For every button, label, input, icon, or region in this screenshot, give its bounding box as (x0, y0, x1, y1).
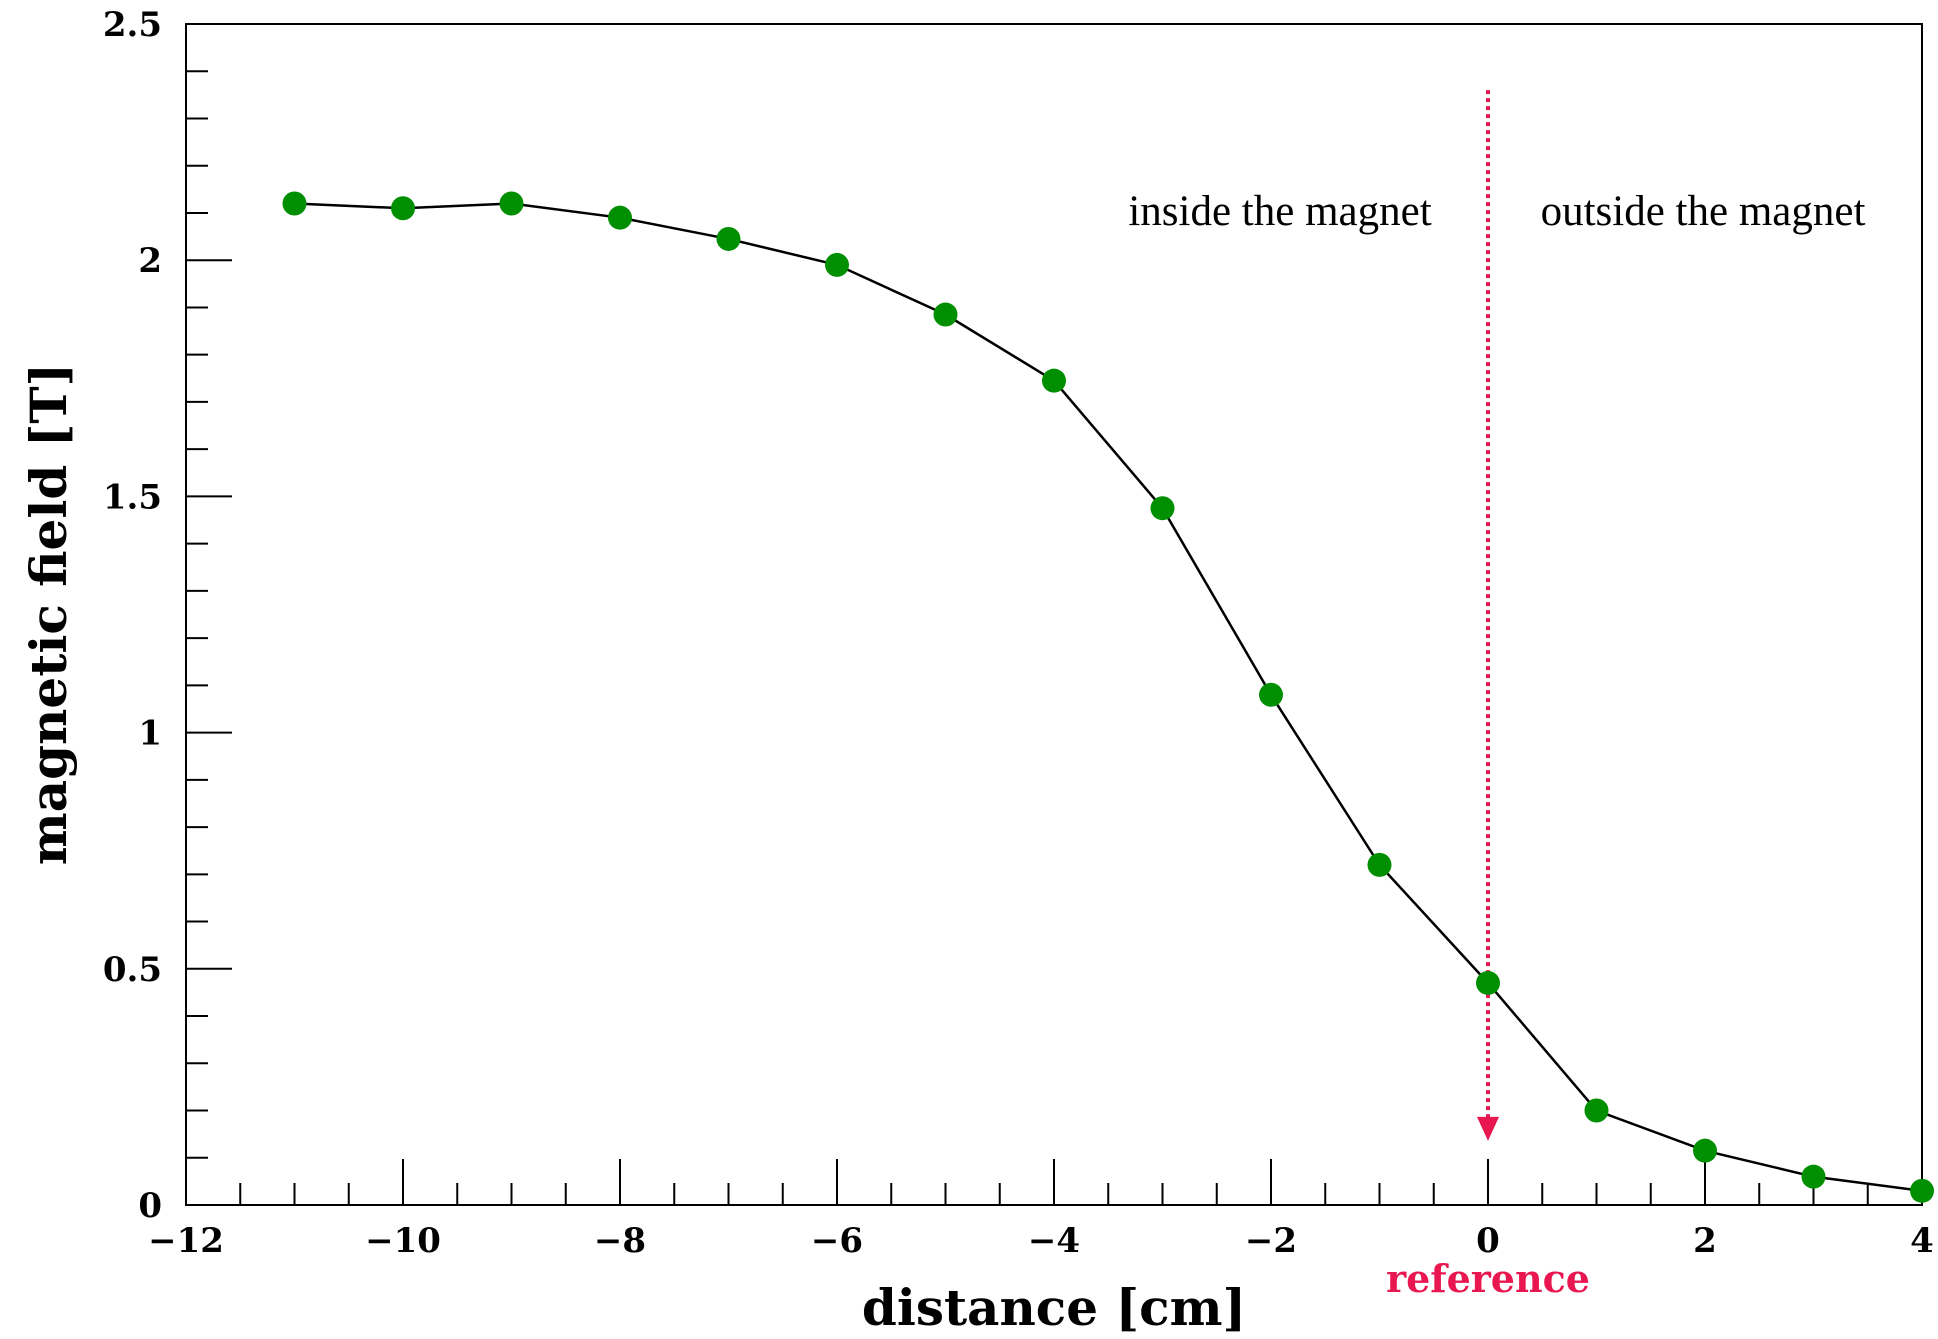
y-tick-label: 1 (138, 714, 162, 754)
data-point (1910, 1178, 1934, 1203)
x-tick-labels: −12 −10 −8 −6 −4 −2 0 2 4 (148, 1221, 1934, 1261)
data-point (1584, 1098, 1609, 1123)
series-points (282, 191, 1934, 1203)
y-tick-label: 2 (138, 241, 162, 281)
axis-ticks (185, 23, 1923, 1206)
x-tick-label: −2 (1245, 1221, 1297, 1261)
data-point (1476, 970, 1500, 995)
data-point (825, 252, 849, 277)
data-point (282, 191, 307, 216)
data-point (1801, 1164, 1826, 1189)
x-tick-label: 0 (1476, 1221, 1500, 1261)
y-tick-label: 2.5 (103, 5, 162, 45)
data-point (933, 302, 958, 327)
x-tick-label: 2 (1693, 1221, 1717, 1261)
x-tick-label: −8 (594, 1221, 646, 1261)
data-point (608, 205, 632, 230)
y-axis-title: magnetic field [T] (19, 363, 78, 865)
data-point (1042, 368, 1066, 393)
y-tick-labels: 0 0.5 1 1.5 2 2.5 (103, 5, 162, 1226)
x-tick-label: −10 (365, 1221, 441, 1261)
data-point (1693, 1138, 1717, 1163)
x-tick-label: −12 (148, 1221, 224, 1261)
x-tick-label: −4 (1028, 1221, 1080, 1261)
reference-label: reference (1386, 1256, 1590, 1301)
data-point (1367, 852, 1392, 877)
reference-arrow-head (1477, 1116, 1499, 1141)
reference-marker (1477, 90, 1499, 1141)
data-point (716, 226, 741, 251)
data-point (499, 191, 524, 216)
x-axis-title: distance [cm] (862, 1278, 1246, 1337)
y-tick-label: 0.5 (103, 950, 162, 990)
data-point (1150, 496, 1175, 521)
data-point (1259, 682, 1283, 707)
inside-annotation: inside the magnet (1128, 188, 1431, 235)
x-tick-label: 4 (1910, 1221, 1934, 1261)
y-tick-label: 1.5 (103, 477, 162, 517)
y-tick-label: 0 (138, 1186, 162, 1226)
data-point (391, 196, 415, 221)
series-line (294, 202, 1923, 1193)
outside-annotation: outside the magnet (1541, 188, 1866, 235)
x-tick-label: −6 (811, 1221, 863, 1261)
